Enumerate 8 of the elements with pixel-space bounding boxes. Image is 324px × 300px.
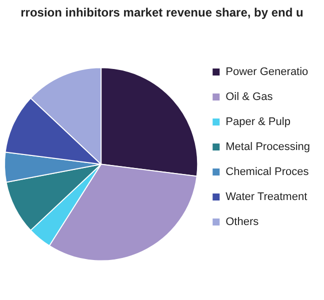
legend-label: Chemical Proces	[226, 166, 310, 178]
legend-label: Oil & Gas	[226, 91, 274, 104]
chart-title: rrosion inhibitors market revenue share, by end u	[20, 6, 304, 20]
legend-label: Paper & Pulp	[226, 116, 290, 128]
legend-label: Metal Processing	[226, 141, 310, 154]
legend-label: Others	[226, 216, 260, 228]
legend-label: Water Treatment	[226, 191, 308, 204]
legend-label: Power Generatio	[226, 66, 308, 78]
